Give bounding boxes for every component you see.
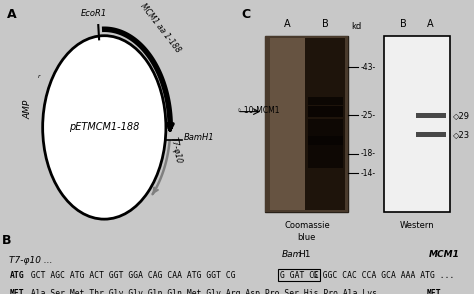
Bar xyxy=(384,36,450,212)
Text: Ala Ser Met Thr Gly Gly Gln Gln Met Gly Arg Asp Pro Ser His Pro Ala Lys: Ala Ser Met Thr Gly Gly Gln Gln Met Gly … xyxy=(26,289,382,294)
Text: A: A xyxy=(284,19,291,29)
Text: kd: kd xyxy=(351,22,361,31)
Bar xyxy=(265,36,348,212)
Text: G GGC CAC CCA GCA AAA ATG ...: G GGC CAC CCA GCA AAA ATG ... xyxy=(313,270,454,280)
Text: ◇23: ◇23 xyxy=(453,130,470,139)
Text: ◇29: ◇29 xyxy=(453,111,470,120)
Text: ◦ 10-MCM1: ◦ 10-MCM1 xyxy=(237,106,280,115)
Bar xyxy=(416,113,446,118)
Bar xyxy=(416,132,446,137)
Text: ATG: ATG xyxy=(9,270,24,280)
Text: AMP: AMP xyxy=(24,99,33,119)
Bar xyxy=(265,36,348,212)
Text: A: A xyxy=(427,19,434,29)
Text: -43-: -43- xyxy=(360,63,375,72)
Text: MET: MET xyxy=(427,289,441,294)
Text: GCT AGC ATG ACT GGT GGA CAG CAA ATG GGT CG: GCT AGC ATG ACT GGT GGA CAG CAA ATG GGT … xyxy=(26,270,236,280)
Text: A: A xyxy=(7,8,17,21)
Bar xyxy=(305,38,345,210)
Text: MET: MET xyxy=(9,289,24,294)
Text: C: C xyxy=(242,8,251,21)
Text: MCM1 aa 1-188: MCM1 aa 1-188 xyxy=(138,1,182,54)
Text: r: r xyxy=(38,74,41,79)
Text: BamH1: BamH1 xyxy=(184,133,215,142)
Text: Coomassie: Coomassie xyxy=(284,221,330,230)
Text: T7-φ10: T7-φ10 xyxy=(168,136,182,164)
Text: MCM1: MCM1 xyxy=(429,250,460,258)
Text: pETMCM1-188: pETMCM1-188 xyxy=(69,122,139,132)
Text: EcoR1: EcoR1 xyxy=(81,9,107,18)
Bar xyxy=(308,98,343,105)
Text: blue: blue xyxy=(298,233,316,242)
Text: Bam: Bam xyxy=(282,250,302,258)
Bar xyxy=(270,38,305,210)
Text: Western: Western xyxy=(400,221,435,230)
Text: G GAT CC: G GAT CC xyxy=(280,270,319,280)
Bar xyxy=(308,119,343,168)
Text: ...: ... xyxy=(446,289,465,294)
Text: B: B xyxy=(2,234,12,247)
Text: -14-: -14- xyxy=(360,169,375,178)
Ellipse shape xyxy=(43,36,166,219)
Text: -25-: -25- xyxy=(360,111,375,120)
Text: H1: H1 xyxy=(298,250,310,258)
Text: -18-: -18- xyxy=(360,149,375,158)
Text: B: B xyxy=(401,19,407,29)
Text: T7-φ10 ...: T7-φ10 ... xyxy=(9,256,53,265)
Text: B: B xyxy=(322,19,328,29)
Bar xyxy=(308,106,343,117)
Bar xyxy=(308,136,343,145)
